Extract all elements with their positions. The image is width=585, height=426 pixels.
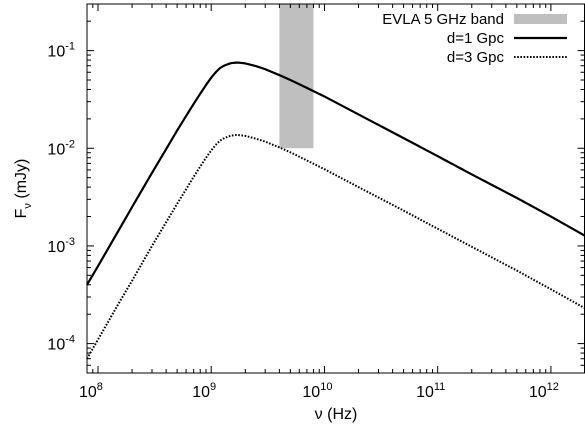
legend-label-1: EVLA 5 GHz band bbox=[382, 11, 504, 28]
x-tick-label: 1012 bbox=[529, 381, 559, 401]
series-line-1 bbox=[86, 61, 585, 286]
y-tick-label: 10-4 bbox=[47, 334, 75, 354]
tick-labels: 108 109 1010 1011 1012 10-1 10-2 10-3 10-4 bbox=[47, 41, 559, 401]
x-axis-label: ν (Hz) bbox=[315, 406, 358, 423]
band-layer bbox=[279, 4, 314, 149]
evla-band bbox=[279, 4, 314, 149]
ticks-layer bbox=[86, 4, 585, 374]
legend-swatch-band bbox=[514, 14, 567, 24]
series-layer bbox=[86, 61, 585, 360]
series-line-2 bbox=[86, 134, 585, 360]
legend: EVLA 5 GHz band d=1 Gpc d=3 Gpc bbox=[382, 11, 567, 66]
x-tick-label: 109 bbox=[192, 381, 216, 401]
y-tick-label: 10-2 bbox=[47, 138, 75, 158]
plot-frame bbox=[86, 3, 585, 374]
x-tick-label: 1010 bbox=[302, 381, 332, 401]
legend-label-3: d=3 Gpc bbox=[447, 49, 505, 66]
y-tick-label: 10-1 bbox=[47, 41, 75, 61]
y-axis-label: Fν (mJy) bbox=[13, 159, 34, 219]
legend-label-2: d=1 Gpc bbox=[447, 30, 505, 47]
y-tick-label: 10-3 bbox=[47, 236, 75, 256]
x-tick-label: 108 bbox=[79, 381, 103, 401]
x-tick-label: 1011 bbox=[416, 381, 445, 401]
